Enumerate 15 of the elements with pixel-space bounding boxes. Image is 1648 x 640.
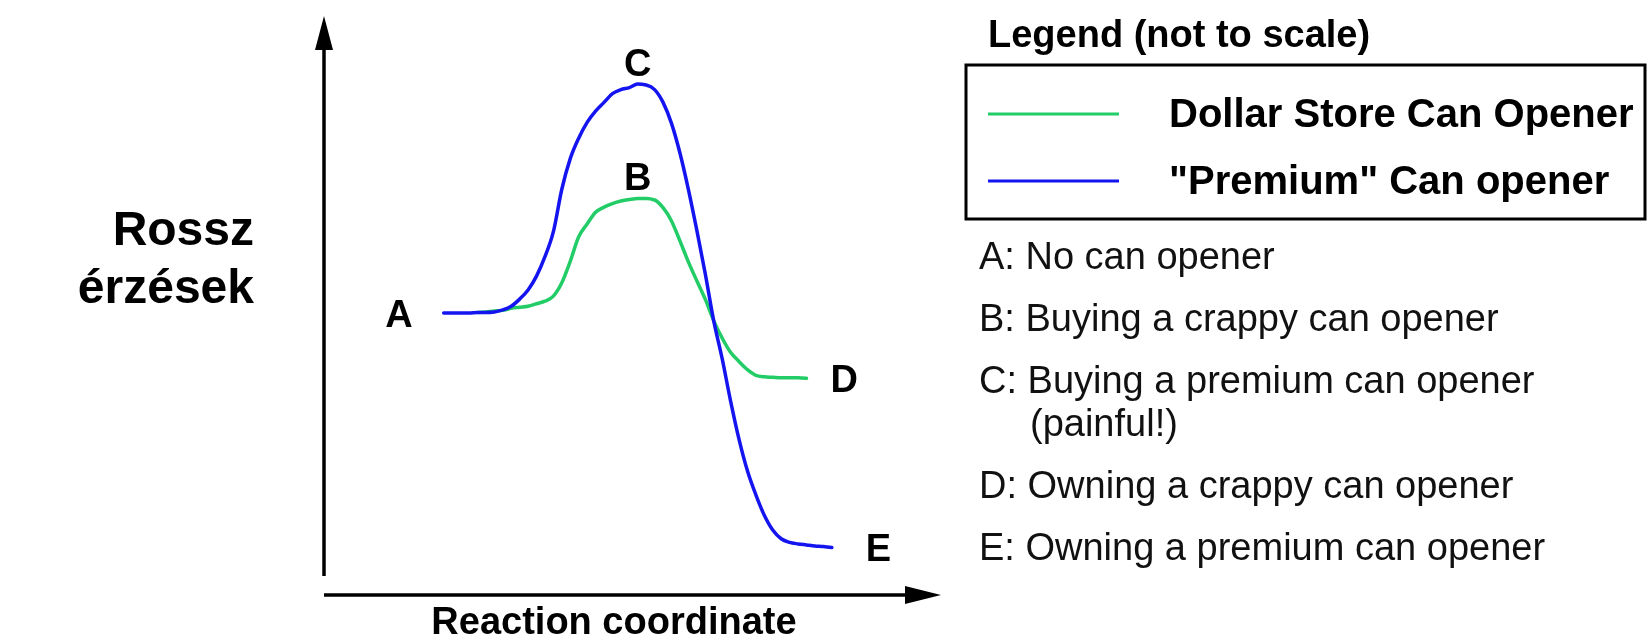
legend-label: Dollar Store Can Opener: [1169, 91, 1634, 135]
annotation: C: [624, 42, 652, 84]
text: B: Buying a crappy can opener: [979, 297, 1500, 339]
text: E: Owning a premium can opener: [979, 526, 1546, 568]
y-axis-title: Rossz érzések: [77, 202, 255, 313]
text: E: [865, 527, 892, 570]
x-axis-title: Reaction coordinate: [431, 600, 797, 640]
annotation: B: [624, 156, 652, 199]
annotation: D: [830, 358, 858, 401]
text: A: No can opener: [979, 235, 1276, 277]
text: D: Owning a crappy can opener: [979, 464, 1514, 506]
legend-label: "Premium" Can opener: [1169, 158, 1610, 202]
text: C: Buying a premium can opener (painful!): [979, 359, 1535, 444]
text: A: [385, 292, 413, 335]
legend-title: Legend (not to scale): [988, 13, 1371, 55]
